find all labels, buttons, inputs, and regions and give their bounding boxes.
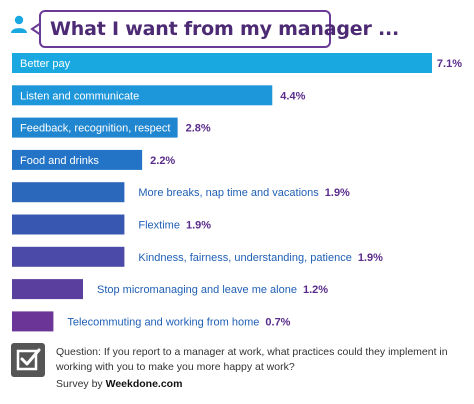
- category-label: Better pay: [20, 58, 71, 70]
- category-label: Listen and communicate: [20, 90, 139, 102]
- bar-row: Feedback, recognition, respect 2.8%: [12, 117, 211, 138]
- bar: [12, 279, 83, 300]
- bar-row: Food and drinks 2.2%: [12, 149, 175, 170]
- bar: [12, 246, 125, 267]
- chart-title: What I want from my manager ...: [50, 18, 400, 40]
- bar: [12, 311, 54, 332]
- value-label: 4.4%: [280, 90, 305, 102]
- bar-row: Listen and communicate 4.4%: [12, 85, 306, 106]
- value-label: 2.8%: [186, 123, 211, 135]
- bar: [12, 53, 432, 73]
- value-label: 0.7%: [265, 316, 290, 328]
- value-label: 1.9%: [186, 220, 211, 232]
- title-pointer: [30, 22, 42, 36]
- category-label: Stop micromanaging and leave me alone: [97, 284, 297, 296]
- category-label: More breaks, nap time and vacations: [138, 187, 319, 199]
- bar: [12, 214, 125, 235]
- value-label: 2.2%: [150, 155, 175, 167]
- bar-row: Stop micromanaging and leave me alone 1.2…: [12, 279, 328, 300]
- bar: [12, 85, 273, 106]
- bar: [12, 149, 143, 170]
- bar-row: Flextime 1.9%: [12, 214, 211, 235]
- category-label: Kindness, fairness, understanding, patie…: [138, 252, 351, 264]
- title-box: [39, 10, 331, 48]
- value-label: 1.9%: [325, 187, 350, 199]
- survey-credit: Survey by Weekdone.com: [56, 378, 182, 390]
- bar-row: Kindness, fairness, understanding, patie…: [12, 246, 383, 267]
- survey-prefix: Survey by: [56, 378, 103, 390]
- value-label: 1.9%: [358, 252, 383, 264]
- value-label: 7.1%: [437, 58, 462, 70]
- checkbox-icon: [11, 343, 45, 377]
- user-icon: [11, 15, 27, 33]
- survey-brand: Weekdone.com: [105, 378, 183, 390]
- value-label: 1.2%: [303, 284, 328, 296]
- survey-question: Question: If you report to a manager at …: [56, 346, 448, 373]
- bar: [12, 182, 125, 203]
- bar-row: Telecommuting and working from home 0.7%: [12, 311, 291, 332]
- category-label: Feedback, recognition, respect: [20, 123, 170, 135]
- category-label: Flextime: [138, 220, 180, 232]
- bar: [12, 117, 178, 138]
- bar-chart: Better pay 7.1% Listen and communicate 4.4%…: [12, 53, 462, 332]
- category-label: Food and drinks: [20, 155, 99, 167]
- bar-row: More breaks, nap time and vacations 1.9%: [12, 182, 350, 203]
- category-label: Telecommuting and working from home: [67, 316, 259, 328]
- bar-row: Better pay 7.1%: [12, 53, 462, 73]
